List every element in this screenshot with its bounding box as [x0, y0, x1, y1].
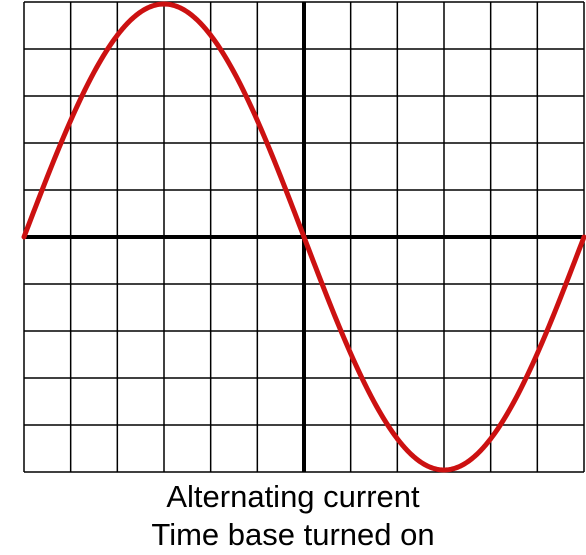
caption-line-2: Time base turned on — [151, 517, 435, 552]
caption-line-1: Alternating current — [166, 479, 420, 514]
oscilloscope-screen — [21, 1, 586, 473]
alternating-current-waveform — [21, 1, 586, 473]
